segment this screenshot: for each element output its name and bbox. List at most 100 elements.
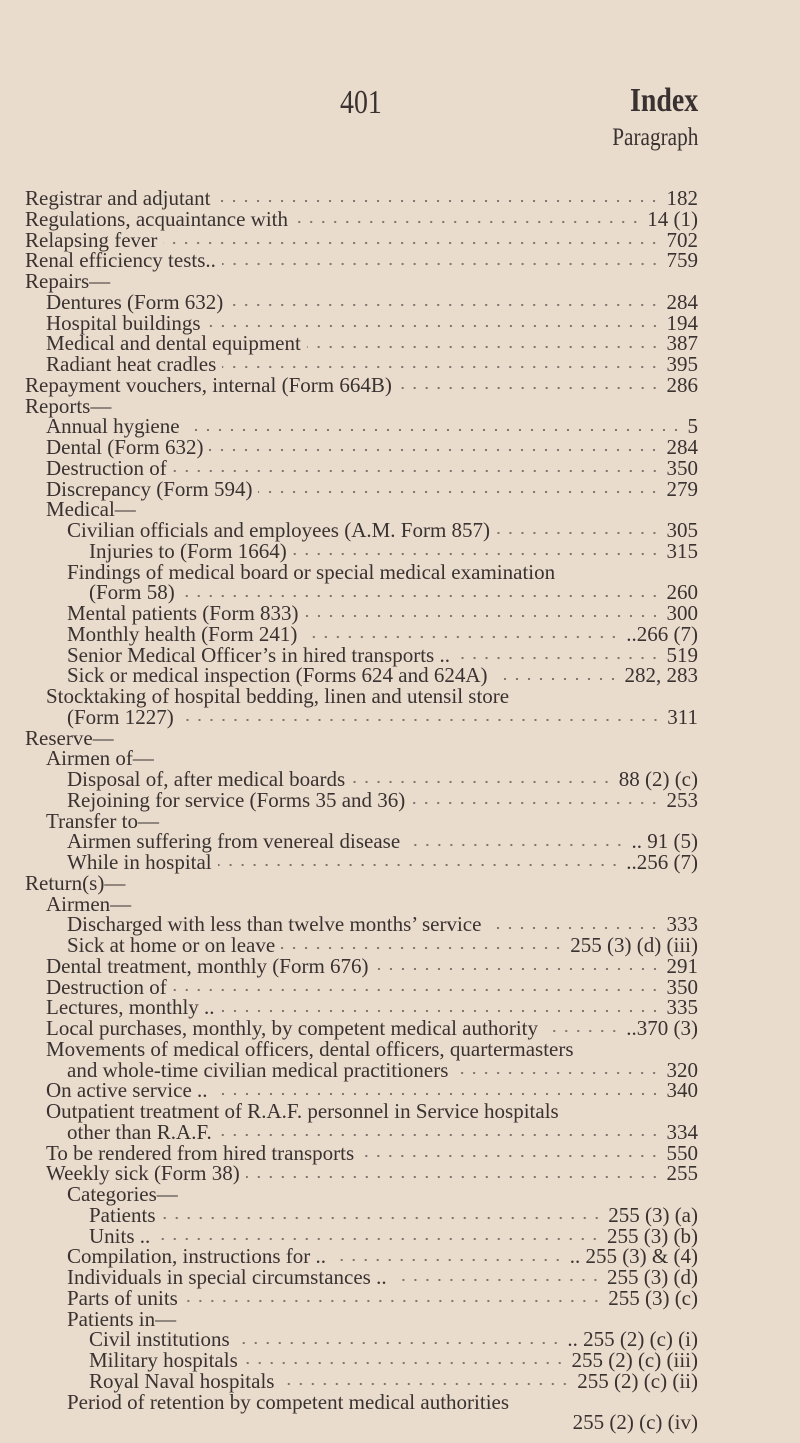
index-entry: Individuals in special circumstances .. 2… — [25, 1267, 698, 1288]
paragraph-reference: 253 — [666, 787, 699, 812]
index-entry: Annual hygiene 5 — [25, 416, 698, 437]
entry-text: Discrepancy (Form 594) — [46, 476, 253, 501]
index-entry: and whole-time civilian medical practiti… — [25, 1057, 699, 1082]
dot-leader — [172, 987, 661, 992]
dot-leader — [294, 220, 642, 225]
paragraph-reference: 255 (3) (b) — [607, 1223, 698, 1248]
index-entry: To be rendered from hired transports 550 — [25, 1140, 698, 1165]
dot-leader — [216, 199, 661, 204]
entry-text: Transfer to— — [46, 808, 159, 833]
dot-leader — [374, 967, 661, 972]
paragraph-reference: 260 — [666, 580, 699, 605]
index-entry: Patients 255 (3) (a) — [25, 1202, 698, 1227]
entry-text: Injuries to (Form 1664) — [89, 538, 287, 563]
entry-text: Movements of medical officers, dental of… — [46, 1036, 574, 1061]
index-entry: Injuries to (Form 1664) 315 — [25, 538, 698, 563]
index-entry: Categories— — [25, 1184, 698, 1205]
index-entry: Local purchases, monthly, by competent m… — [25, 1018, 698, 1039]
entry-text: Parts of units — [67, 1285, 178, 1310]
dot-leader — [180, 593, 661, 598]
dot-leader — [331, 1257, 564, 1262]
entry-text: Dental treatment, monthly (Form 676) — [46, 953, 369, 978]
dot-leader — [406, 842, 626, 847]
entry-text: Airmen— — [46, 891, 132, 916]
entry-text: Stocktaking of hospital bedding, linen a… — [46, 684, 510, 708]
entry-text: Individuals in special circumstances .. — [67, 1265, 387, 1289]
index-entry: Reports— — [25, 395, 698, 417]
entry-text: To be rendered from hired transports — [46, 1140, 355, 1165]
entry-text: Return(s)— — [25, 870, 126, 895]
entry-text: Dental (Form 632) — [46, 435, 204, 459]
index-entry: Weekly sick (Form 38) 255 — [25, 1163, 698, 1184]
paragraph-reference: 320 — [666, 1057, 699, 1082]
index-entry: Dental (Form 632) 284 — [25, 437, 698, 458]
paragraph-reference: 255 (3) (a) — [608, 1202, 698, 1227]
entry-text: While in hospital — [67, 850, 212, 874]
paragraph-reference: 255 (3) (c) — [608, 1285, 698, 1310]
index-entry: Rejoining for service (Forms 35 and 36) 2… — [25, 787, 699, 812]
entry-text: Patients in— — [67, 1306, 177, 1331]
paragraph-reference: 255 (3) (d) (iii) — [570, 933, 698, 957]
dot-leader — [306, 344, 661, 349]
entry-text: Medical— — [46, 497, 136, 522]
dot-leader — [206, 323, 661, 328]
entry-text: Mental patients (Form 833) — [67, 601, 299, 625]
entry-text: (Form 1227) — [67, 704, 174, 729]
index-entry: Relapsing fever 702 — [25, 227, 699, 252]
entry-text: and whole-time civilian medical practiti… — [67, 1057, 449, 1082]
index-entry: Lectures, monthly .. 335 — [25, 997, 698, 1018]
paragraph-reference: 702 — [666, 227, 699, 252]
entry-text: Units .. — [89, 1223, 151, 1248]
paragraph-reference: 311 — [667, 704, 698, 729]
index-entry: Medical— — [25, 499, 698, 520]
dot-leader — [303, 635, 621, 640]
entry-text: Hospital buildings — [46, 310, 201, 335]
entry-text: Outpatient treatment of R.A.F. personnel… — [46, 1099, 559, 1123]
dot-leader — [222, 365, 661, 370]
entry-text: Patients — [89, 1202, 156, 1227]
entry-text: Repayment vouchers, internal (Form 664B) — [25, 372, 392, 397]
dot-leader — [304, 614, 661, 619]
index-entry: Stocktaking of hospital bedding, linen a… — [25, 686, 698, 707]
entry-text: Reserve— — [25, 725, 114, 750]
entry-text: Monthly health (Form 241) — [67, 621, 298, 646]
paragraph-reference: 284 — [666, 289, 699, 314]
dot-leader — [487, 925, 661, 930]
paragraph-reference: 88 (2) (c) — [618, 767, 698, 791]
entry-text: (Form 58) — [89, 580, 175, 605]
entry-text: Medical and dental equipment — [46, 331, 301, 356]
entry-text: Compilation, instructions for .. — [67, 1244, 326, 1269]
index-entry: Units .. 255 (3) (b) — [25, 1223, 698, 1248]
entry-text: Royal Naval hospitals — [89, 1368, 275, 1393]
index-entry: Registrar and adjutant 182 — [25, 188, 698, 209]
index-entry: On active service .. 340 — [25, 1080, 698, 1101]
paragraph-reference: 255 (2) (c) (iii) — [571, 1348, 698, 1372]
paragraph-reference: 284 — [666, 435, 699, 459]
dot-leader — [213, 1091, 661, 1096]
entry-text: Regulations, acquaintance with — [25, 206, 289, 231]
dot-leader — [209, 448, 661, 453]
index-entry: Civilian officials and employees (A.M. F… — [25, 520, 698, 541]
index-entry: (Form 1227) 311 — [25, 704, 698, 729]
dot-leader — [183, 1299, 603, 1304]
paragraph-reference: 519 — [666, 642, 699, 667]
index-entry: Senior Medical Officer’s in hired transp… — [25, 642, 699, 667]
dot-leader — [217, 1133, 661, 1138]
paragraph-reference: ..256 (7) — [626, 850, 698, 874]
index-entry: Transfer to— — [25, 808, 698, 833]
index-entry: Royal Naval hospitals 255 (2) (c) (ii) — [25, 1368, 698, 1393]
entry-text: Rejoining for service (Forms 35 and 36) — [67, 787, 406, 812]
index-entry: (Form 58) 260 — [25, 582, 698, 603]
entry-text: Repairs— — [25, 269, 111, 293]
dot-leader — [185, 427, 682, 432]
index-entry: Civil institutions .. 255 (2) (c) (i) — [25, 1329, 698, 1350]
dot-leader — [220, 1008, 661, 1013]
entry-text: Dentures (Form 632) — [46, 289, 224, 314]
index-entry: Repayment vouchers, internal (Form 664B)… — [25, 372, 698, 397]
entry-text: other than R.A.F. — [67, 1119, 212, 1144]
paragraph-reference: ..266 (7) — [626, 621, 698, 646]
index-entry: While in hospital ..256 (7) — [25, 852, 698, 873]
index-entry: Compilation, instructions for .. .. 255 (… — [25, 1246, 698, 1267]
index-entry: Patients in— — [25, 1306, 698, 1331]
index-entry: Airmen of— — [25, 748, 698, 769]
